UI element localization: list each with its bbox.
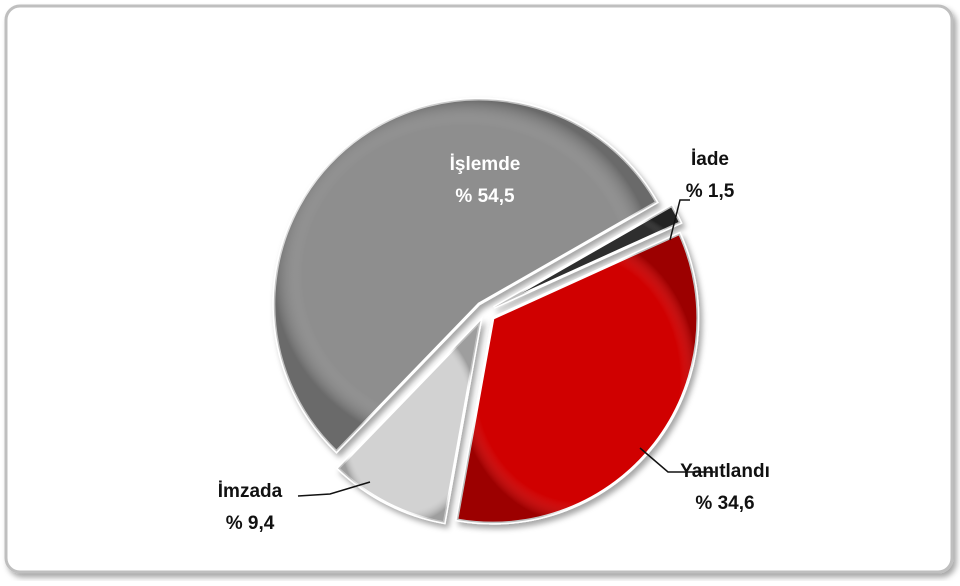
slice-value-label: % 9,4 — [226, 513, 275, 534]
leader-line — [297, 481, 371, 497]
leader-line — [639, 447, 715, 473]
leader-line — [669, 199, 690, 241]
slice-label: İade — [691, 149, 729, 170]
slice-value-label: % 1,5 — [686, 181, 735, 202]
slice-value-label: % 34,6 — [695, 493, 754, 514]
slice-label: Yanıtlandı — [680, 461, 770, 482]
slice-value-label: % 54,5 — [455, 186, 515, 207]
slice-label: İmzada — [218, 481, 283, 502]
slice-label: İşlemde — [450, 154, 521, 175]
